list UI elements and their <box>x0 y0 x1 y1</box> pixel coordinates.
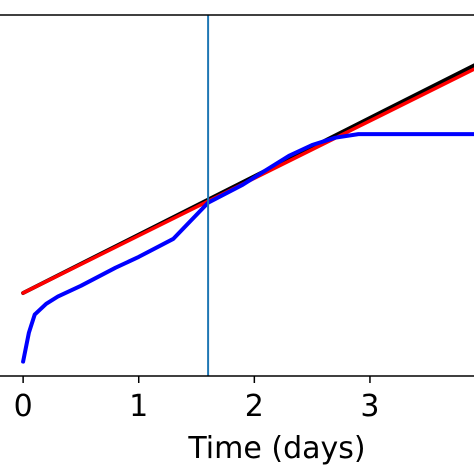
x-ticks: 0 1 2 3 <box>14 376 379 424</box>
x-tick-label: 2 <box>245 389 264 424</box>
x-axis-label: Time (days) <box>187 431 365 466</box>
plot-background <box>0 15 474 376</box>
x-tick-label: 0 <box>14 389 33 424</box>
x-tick-label: 1 <box>129 389 148 424</box>
x-tick-label: 3 <box>360 389 379 424</box>
